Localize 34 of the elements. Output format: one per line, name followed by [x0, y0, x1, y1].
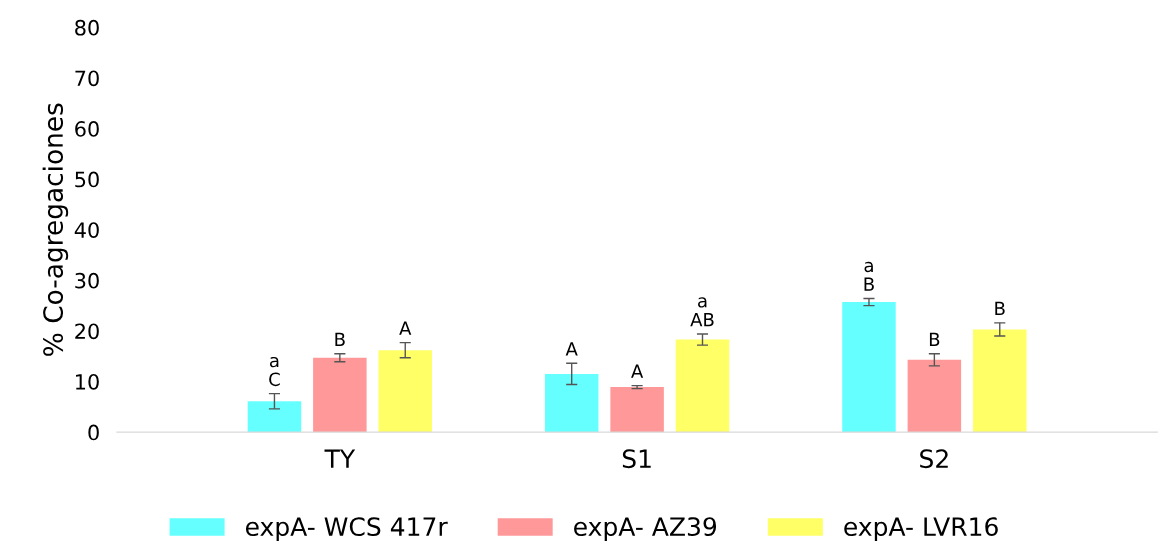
y-tick-label: 60: [75, 121, 99, 137]
bar: [842, 302, 896, 433]
data-label: a B: [864, 261, 874, 291]
legend-label: expA- WCS 417r: [245, 517, 448, 541]
legend-label: expA- AZ39: [574, 517, 717, 541]
y-tick-label: 70: [75, 70, 99, 87]
bar: [247, 401, 302, 433]
x-tick-label: S1: [622, 449, 651, 469]
y-tick-label: 0: [88, 424, 99, 441]
x-tick-label: S2: [920, 449, 948, 469]
data-label: B: [995, 301, 1005, 316]
x-tick-label: TY: [324, 449, 356, 468]
data-label: B: [335, 332, 345, 346]
y-tick-label: 50: [75, 171, 99, 188]
bar: [675, 339, 730, 433]
data-label: A: [631, 364, 644, 378]
data-label: B: [929, 332, 940, 346]
legend-label: expA- LVR16: [844, 517, 998, 541]
bar: [378, 350, 432, 433]
bar: [907, 359, 962, 433]
y-tick-label: 40: [74, 222, 99, 238]
data-label: A: [399, 321, 412, 335]
y-tick-label: 80: [75, 19, 99, 36]
data-label: a C: [269, 356, 280, 387]
y-tick-label: 30: [75, 272, 99, 289]
bar: [313, 357, 367, 433]
bar: [610, 387, 664, 433]
y-axis-title: % Co-agregaciones: [42, 103, 69, 356]
bar: [544, 373, 599, 433]
y-tick-label: 20: [75, 323, 99, 340]
y-tick-label: 10: [76, 373, 99, 390]
data-label: a AB: [690, 297, 714, 327]
bar: [973, 329, 1027, 433]
data-label: A: [565, 342, 578, 356]
